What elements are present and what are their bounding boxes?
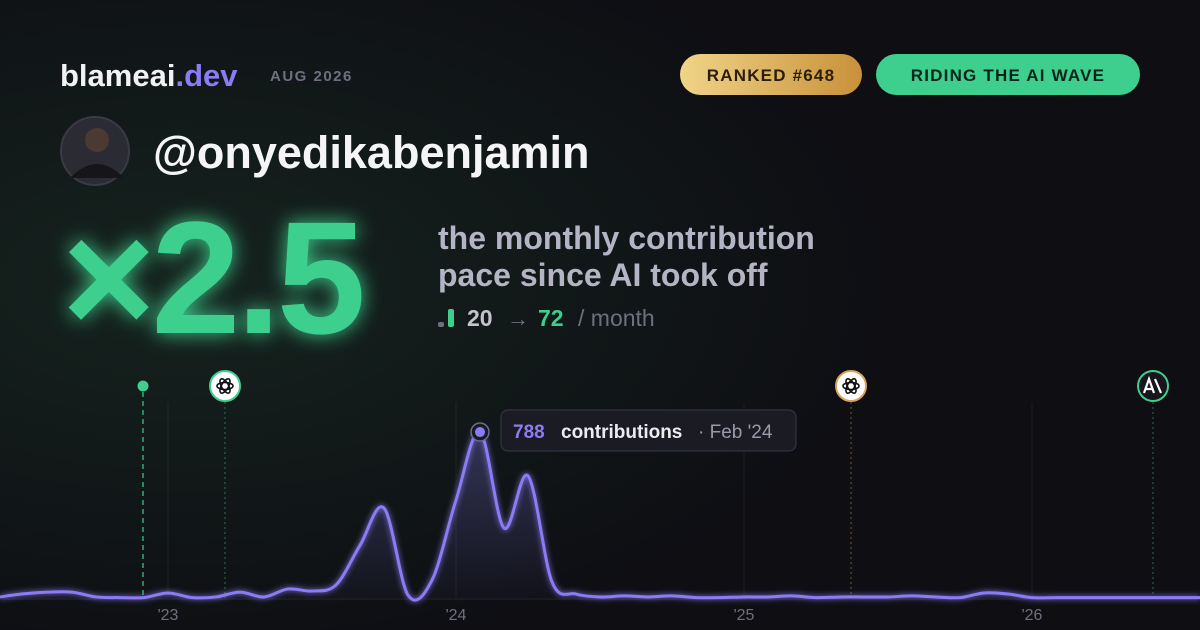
avatar <box>60 116 130 186</box>
rank-text: RANKED #648 <box>707 66 835 85</box>
tooltip-label: contributions <box>561 422 682 443</box>
tooltip-box <box>500 409 797 452</box>
line <box>0 430 1200 602</box>
brand-name: blameai <box>60 58 175 93</box>
x-tick-label: '24 <box>446 607 467 624</box>
description-line: the monthly contribution <box>438 220 815 256</box>
stat-arrow: → <box>507 306 529 331</box>
chart: '23 '24 '25 '26 788 contributions · Feb '24 <box>0 402 1200 624</box>
stat-bar <box>438 322 444 327</box>
stat-row: 20 → 72 / month <box>438 305 655 331</box>
brand: blameai.dev <box>60 58 238 93</box>
handle: @onyedikabenjamin <box>153 127 590 178</box>
x-tick-label: '25 <box>734 607 755 624</box>
description-line: pace since AI took off <box>438 257 768 293</box>
rank-badge <box>680 54 862 95</box>
stat-unit: / month <box>578 305 655 331</box>
wave-text: RIDING THE AI WAVE <box>911 66 1105 85</box>
stat-bar <box>448 309 454 327</box>
date: AUG 2026 <box>270 68 353 85</box>
stat-before: 20 <box>467 305 493 331</box>
tooltip-value: 788 <box>513 422 545 443</box>
x-tick-label: '23 <box>158 607 179 624</box>
stat-after: 72 <box>538 305 564 331</box>
wave-badge <box>876 54 1140 95</box>
multiplier: ×2.5 <box>62 188 362 367</box>
event-markers <box>137 370 1169 598</box>
peak-point <box>475 427 485 438</box>
brand-suffix: .dev <box>175 58 238 93</box>
x-tick-label: '26 <box>1022 607 1043 624</box>
tooltip-date: · Feb '24 <box>698 422 773 443</box>
